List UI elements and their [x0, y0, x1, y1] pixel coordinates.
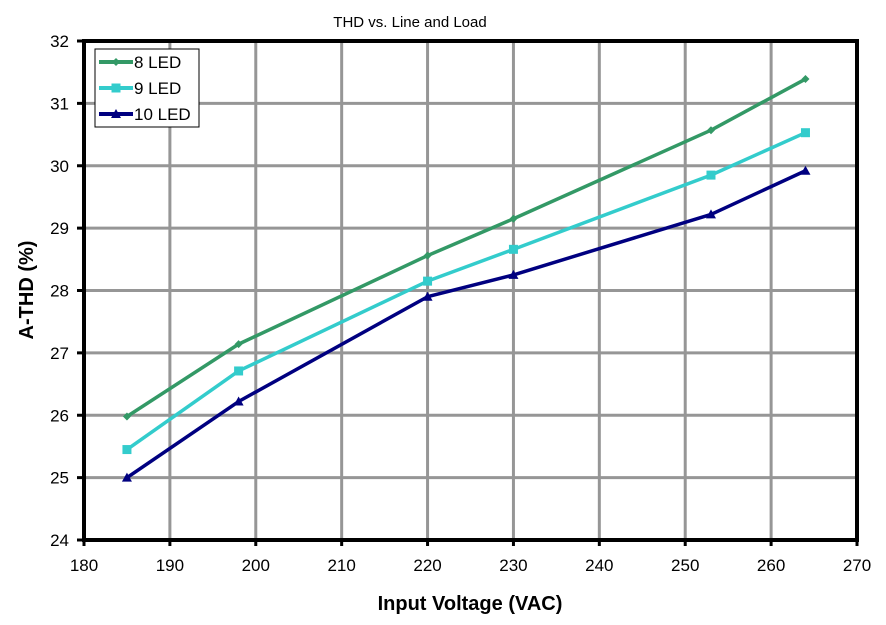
- series-10-led: [121, 165, 811, 482]
- x-tick-label: 270: [843, 556, 871, 575]
- x-tick-label: 200: [242, 556, 270, 575]
- legend-item-10-led: 10 LED: [99, 105, 191, 124]
- y-tick-label: 31: [50, 94, 69, 113]
- legend-item-9-led: 9 LED: [99, 79, 181, 98]
- series-9-led: [122, 128, 810, 455]
- series-line-10-led: [125, 169, 807, 480]
- y-tick-label: 32: [50, 32, 69, 51]
- legend-marker: [112, 58, 120, 66]
- data-point-9-led: [706, 170, 716, 180]
- y-tick-label: 24: [50, 531, 69, 550]
- x-axis: 180 190 200 210 220 230 240 250 260 270: [70, 540, 871, 575]
- data-point-10-led: [705, 209, 716, 219]
- legend-label: 9 LED: [134, 79, 181, 98]
- legend-label: 10 LED: [134, 105, 191, 124]
- y-tick-label: 29: [50, 219, 69, 238]
- data-point-10-led: [508, 269, 519, 279]
- data-point-8-led: [122, 412, 131, 421]
- data-point-10-led: [233, 396, 244, 406]
- x-tick-label: 220: [413, 556, 441, 575]
- data-point-8-led: [509, 214, 518, 223]
- data-point-9-led: [234, 366, 244, 376]
- legend-item-8-led: 8 LED: [99, 53, 181, 72]
- data-point-9-led: [800, 128, 810, 138]
- x-tick-label: 260: [757, 556, 785, 575]
- data-point-9-led: [423, 276, 433, 286]
- data-point-9-led: [122, 445, 132, 455]
- series-8-led: [122, 75, 810, 421]
- x-tick-label: 190: [156, 556, 184, 575]
- y-axis-title: A-THD (%): [16, 241, 38, 340]
- y-tick-label: 30: [50, 157, 69, 176]
- legend: 8 LED 9 LED 10 LED: [94, 48, 200, 128]
- x-tick-label: 180: [70, 556, 98, 575]
- y-tick-label: 26: [50, 406, 69, 425]
- data-point-9-led: [508, 244, 518, 254]
- data-point-10-led: [121, 472, 132, 482]
- data-point-8-led: [801, 75, 810, 84]
- data-point-10-led: [800, 165, 811, 175]
- y-tick-label: 27: [50, 344, 69, 363]
- legend-marker: [111, 109, 121, 118]
- x-axis-title: Input Voltage (VAC): [378, 593, 563, 615]
- y-axis: 24 25 26 27 28 29 30 31 32: [50, 32, 84, 550]
- data-point-8-led: [706, 126, 715, 135]
- y-tick-label: 25: [50, 469, 69, 488]
- chart-title: THD vs. Line and Load: [333, 14, 486, 31]
- legend-label: 8 LED: [134, 53, 181, 72]
- x-tick-label: 250: [671, 556, 699, 575]
- series-layer: [121, 75, 811, 482]
- data-point-8-led: [423, 251, 432, 260]
- series-line-8-led: [125, 77, 807, 418]
- x-tick-label: 240: [585, 556, 613, 575]
- data-point-10-led: [422, 291, 433, 301]
- series-line-9-led: [125, 131, 807, 451]
- y-tick-label: 28: [50, 282, 69, 301]
- data-point-8-led: [234, 340, 243, 349]
- legend-marker: [111, 83, 121, 93]
- x-tick-label: 230: [499, 556, 527, 575]
- x-tick-label: 210: [327, 556, 355, 575]
